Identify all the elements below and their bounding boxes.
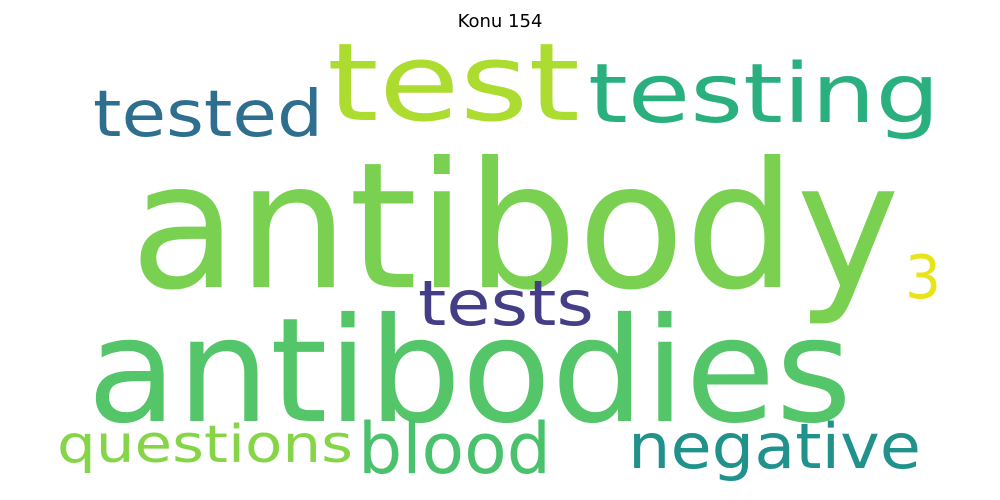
word-negative: negative xyxy=(628,410,921,483)
word-blood: blood xyxy=(358,408,551,490)
word-antibody: antibody xyxy=(130,126,900,329)
word-3: 3 xyxy=(905,243,941,313)
word-antibodies: antibodies xyxy=(87,287,852,456)
word-test: test xyxy=(327,21,580,146)
figure-title: Konu 154 xyxy=(457,11,543,32)
word-testing: testing xyxy=(588,47,940,142)
word-tests: tests xyxy=(418,267,594,340)
word-questions: questions xyxy=(57,415,353,475)
word-tested: tested xyxy=(93,78,323,152)
